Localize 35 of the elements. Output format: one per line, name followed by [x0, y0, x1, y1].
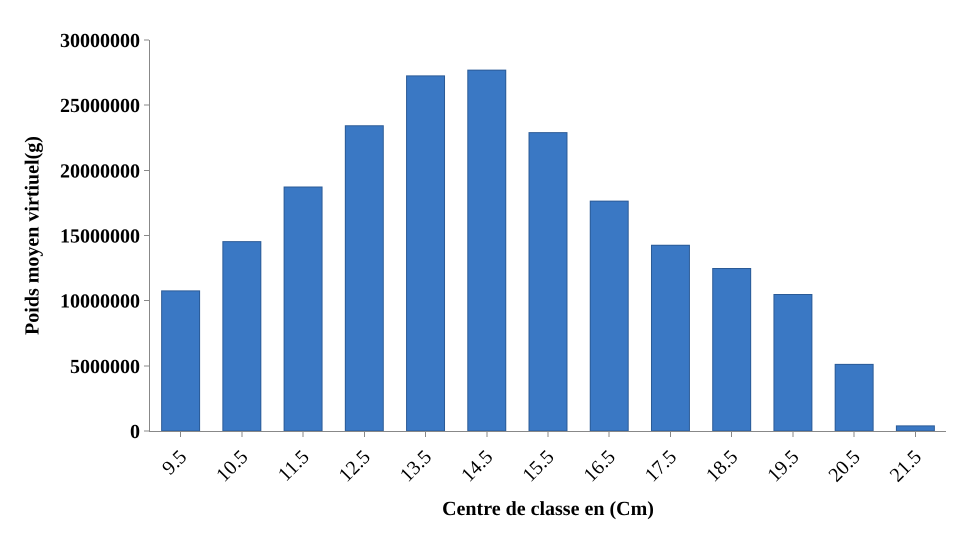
bar — [773, 294, 812, 431]
x-tick-label: 16.5 — [580, 446, 620, 486]
x-tick-label: 11.5 — [274, 446, 314, 486]
x-tick-label: 13.5 — [396, 446, 436, 486]
x-tick-label: 10.5 — [212, 446, 252, 486]
y-tick-label: 15000000 — [60, 226, 140, 248]
x-tick-label: 9.5 — [158, 446, 192, 480]
y-axis-title: Poids moyen virtiuel(g) — [22, 136, 44, 335]
y-tick-label: 20000000 — [60, 160, 140, 182]
bar — [406, 75, 446, 431]
x-tick-label: 15.5 — [518, 446, 559, 486]
bar — [284, 186, 323, 431]
y-tick-label: 10000000 — [60, 290, 140, 313]
bar — [834, 364, 874, 431]
bar — [528, 132, 568, 431]
y-tick-label: 0 — [130, 421, 140, 443]
bar — [161, 290, 200, 431]
y-tick-label: 30000000 — [60, 30, 140, 52]
bar — [344, 125, 384, 431]
bar — [896, 425, 935, 431]
x-tick-label: 14.5 — [457, 446, 498, 486]
x-tick-label: 12.5 — [334, 446, 375, 486]
x-tick-label: 20.5 — [824, 446, 865, 486]
bar — [712, 268, 752, 431]
y-tick-label: 25000000 — [60, 95, 140, 118]
y-tick-label: 5000000 — [70, 356, 140, 378]
bar — [590, 200, 629, 431]
bar — [222, 241, 262, 431]
bar — [467, 70, 506, 431]
bar — [650, 244, 690, 431]
x-axis-title: Centre de classe en (Cm) — [442, 498, 654, 520]
x-tick-label: 19.5 — [763, 446, 804, 486]
x-tick-label: 21.5 — [886, 446, 926, 486]
x-tick-label: 18.5 — [702, 446, 742, 486]
x-tick-label: 17.5 — [640, 446, 682, 486]
